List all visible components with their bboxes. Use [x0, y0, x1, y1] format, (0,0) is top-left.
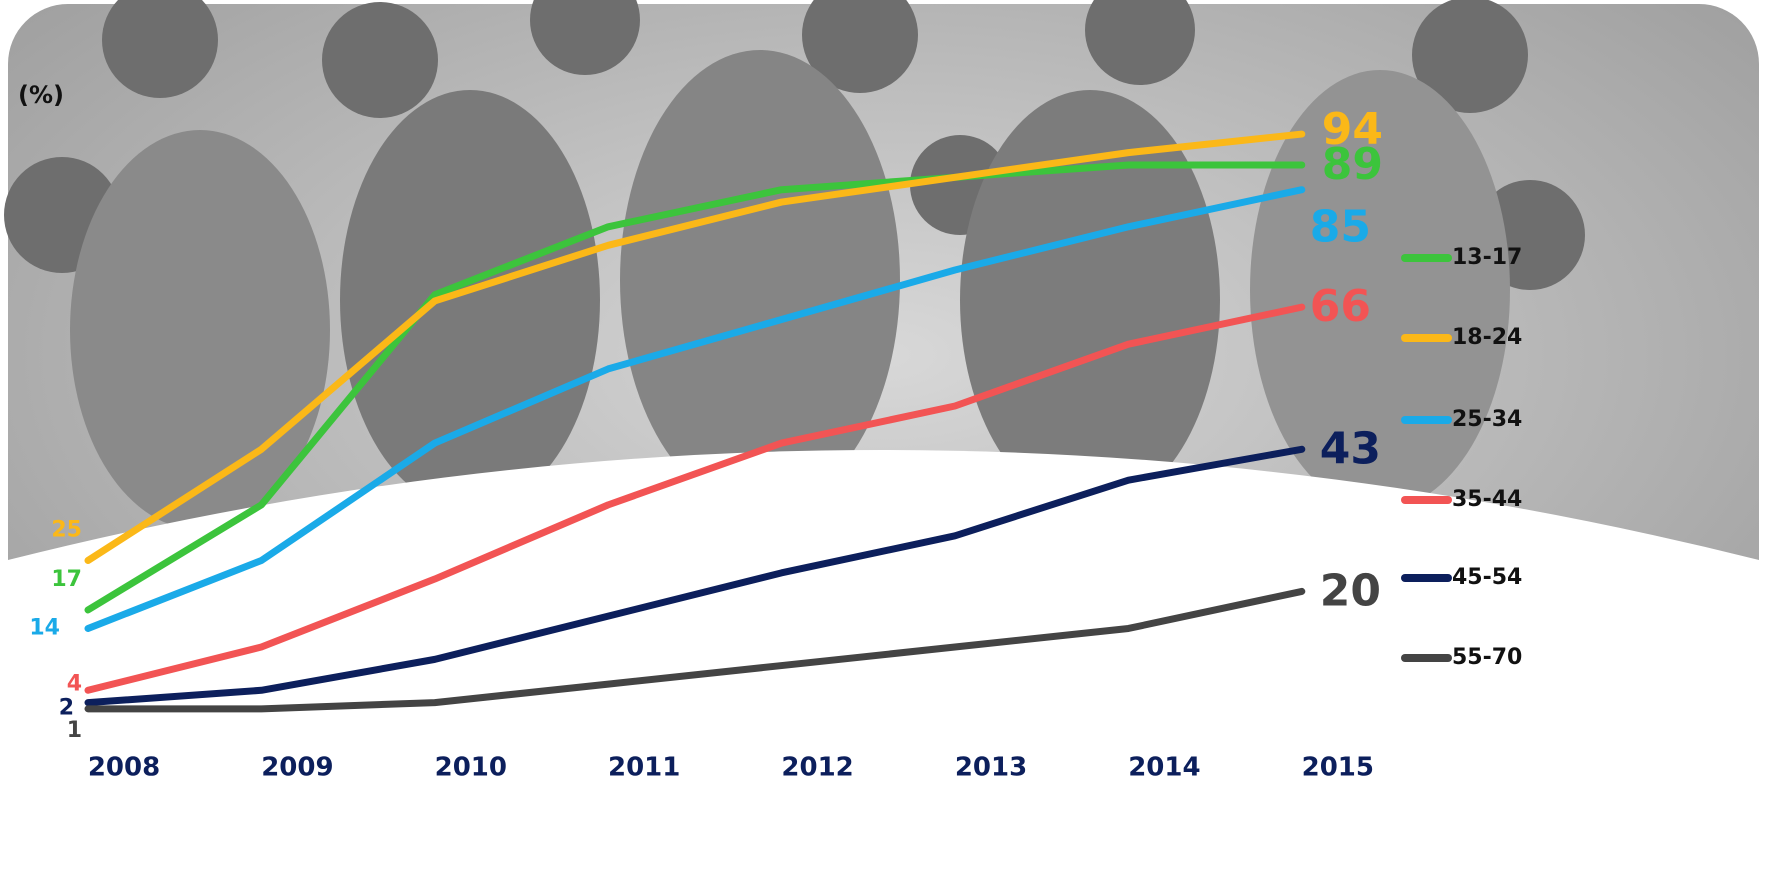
x-tick-label: 2009	[261, 753, 333, 783]
line	[84, 186, 1306, 632]
legend-label: 18-24	[1452, 325, 1522, 350]
x-tick-label: 2012	[781, 753, 853, 783]
data-label: 43	[1320, 423, 1381, 474]
x-tick-label: 2008	[88, 753, 160, 783]
line	[84, 161, 1306, 614]
data-label: 20	[1320, 565, 1381, 616]
data-label: 66	[1310, 281, 1371, 332]
data-label: 4	[67, 671, 82, 696]
y-axis-label: (%)	[18, 81, 64, 109]
line	[84, 130, 1306, 564]
legend-label: 35-44	[1452, 487, 1522, 512]
line	[84, 587, 1306, 713]
data-label: 89	[1322, 139, 1383, 190]
data-label: 2	[59, 696, 74, 721]
legend-label: 45-54	[1452, 565, 1522, 590]
data-label: 85	[1310, 202, 1371, 253]
illustration	[4, 0, 1585, 530]
data-label: 1	[67, 718, 82, 743]
line	[84, 303, 1306, 694]
legend-label: 55-70	[1452, 645, 1522, 670]
data-label: 25	[51, 518, 82, 543]
legend-label: 13-17	[1452, 245, 1522, 270]
table-surface	[8, 450, 1759, 881]
legend-label: 25-34	[1452, 407, 1522, 432]
data-label: 94	[1322, 104, 1383, 155]
x-tick-label: 2010	[435, 753, 507, 783]
data-label: 14	[29, 615, 60, 640]
data-label: 17	[51, 567, 82, 592]
x-tick-label: 2011	[608, 753, 680, 783]
x-tick-label: 2015	[1302, 753, 1374, 783]
x-tick-label: 2014	[1128, 753, 1200, 783]
line	[84, 445, 1306, 707]
x-tick-label: 2013	[955, 753, 1027, 783]
